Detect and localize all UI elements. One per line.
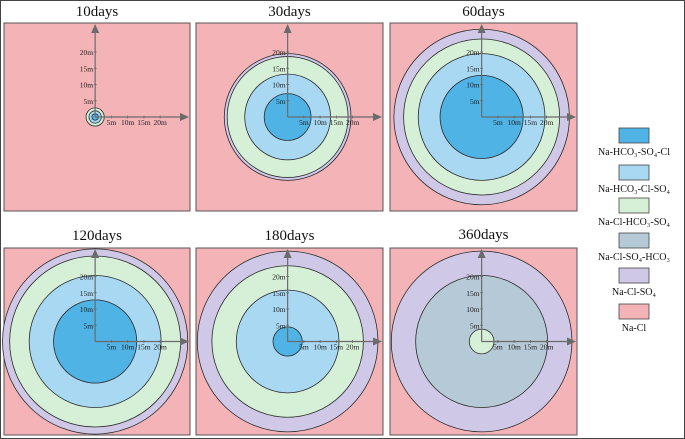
legend-label: Na-Cl-HCO₃-SO₄ [598,217,670,228]
x-tick-label: 20m [540,118,554,127]
panel-title: 180days [265,228,315,244]
y-tick-label: 20m [272,273,286,282]
legend-item-na-hco3-so4-cl: Na-HCO₃-SO₄-Cl [598,127,670,158]
y-tick-label: 20m [80,273,94,282]
x-tick-label: 5m [107,343,117,352]
panel-title: 120days [72,228,122,244]
x-tick-label: 15m [137,343,151,352]
x-tick-label: 5m [493,118,503,127]
x-tick-label: 15m [137,118,151,127]
x-tick-label: 20m [153,118,167,127]
y-tick-label: 15m [80,64,94,73]
x-axis-arrow-icon [180,337,189,346]
x-axis-arrow-icon [373,337,382,346]
y-tick-label: 20m [80,48,94,57]
y-axis-arrow-icon [91,249,100,258]
y-tick-label: 5m [470,97,480,106]
legend-swatch [618,303,650,320]
y-tick-label: 10m [466,81,480,90]
panel-title: 360days [459,227,509,243]
panel-title: 60days [462,4,505,20]
y-tick-label: 20m [466,48,480,57]
legend: Na-HCO₃-SO₄-Cl Na-HCO₃-Cl-SO₄ Na-Cl-HCO₃-S… [598,127,670,334]
x-tick-label: 10m [313,343,327,352]
panel-title: 10days [76,4,119,20]
legend-label: Na-Cl-SO₄ [612,287,657,298]
x-tick-label: 10m [121,118,135,127]
y-axis-arrow-icon [283,24,292,33]
x-axis-arrow-icon [567,113,576,121]
legend-swatch [618,197,650,214]
x-tick-label: 15m [330,343,344,352]
legend-swatch [618,232,650,249]
x-tick-label: 15m [524,343,538,352]
x-tick-label: 5m [299,343,309,352]
y-tick-label: 10m [272,305,286,314]
legend-item-na-hco3-cl-so4: Na-HCO₃-Cl-SO₄ [598,164,670,195]
x-axis-arrow-icon [180,113,189,121]
x-tick-label: 20m [346,118,360,127]
legend-swatch [618,164,650,181]
x-tick-label: 20m [346,343,360,352]
legend-label: Na-Cl-SO₄-HCO₃ [598,252,670,263]
y-tick-label: 10m [466,305,480,314]
x-tick-label: 5m [299,118,309,127]
y-axis-arrow-icon [477,249,486,258]
y-tick-label: 10m [80,305,94,314]
x-tick-label: 5m [107,118,117,127]
x-tick-label: 20m [540,343,554,352]
x-tick-label: 10m [121,343,135,352]
y-axis-arrow-icon [477,24,486,33]
legend-label: Na-HCO₃-SO₄-Cl [598,147,670,158]
y-tick-label: 20m [466,273,480,282]
legend-item-na-cl-so4-hco3: Na-Cl-SO₄-HCO₃ [598,232,670,263]
y-tick-label: 10m [272,81,286,90]
y-tick-label: 5m [470,321,480,330]
y-tick-label: 5m [276,321,286,330]
x-tick-label: 5m [493,343,503,352]
y-axis-arrow-icon [283,249,292,258]
x-tick-label: 10m [313,118,327,127]
x-axis-arrow-icon [373,113,382,121]
y-tick-label: 15m [80,289,94,298]
y-tick-label: 15m [466,64,480,73]
y-tick-label: 15m [272,64,286,73]
x-tick-label: 10m [507,118,521,127]
legend-swatch [618,267,650,284]
y-tick-label: 10m [80,81,94,90]
legend-label: Na-Cl [622,323,647,334]
legend-item-na-cl: Na-Cl [618,303,650,334]
y-tick-label: 5m [276,97,286,106]
y-tick-label: 5m [84,97,94,106]
panel-title: 30days [268,4,311,20]
y-tick-label: 15m [466,289,480,298]
legend-item-na-cl-hco3-so4: Na-Cl-HCO₃-SO₄ [598,197,670,228]
x-tick-label: 15m [330,118,344,127]
x-tick-label: 10m [507,343,521,352]
y-tick-label: 5m [84,321,94,330]
legend-item-na-cl-so4: Na-Cl-SO₄ [612,267,657,298]
x-tick-label: 15m [524,118,538,127]
x-tick-label: 20m [153,343,167,352]
legend-swatch [618,127,650,144]
legend-label: Na-HCO₃-Cl-SO₄ [598,184,670,195]
x-axis-arrow-icon [567,337,576,346]
y-axis-arrow-icon [91,24,100,33]
y-tick-label: 20m [272,48,286,57]
y-tick-label: 15m [272,289,286,298]
